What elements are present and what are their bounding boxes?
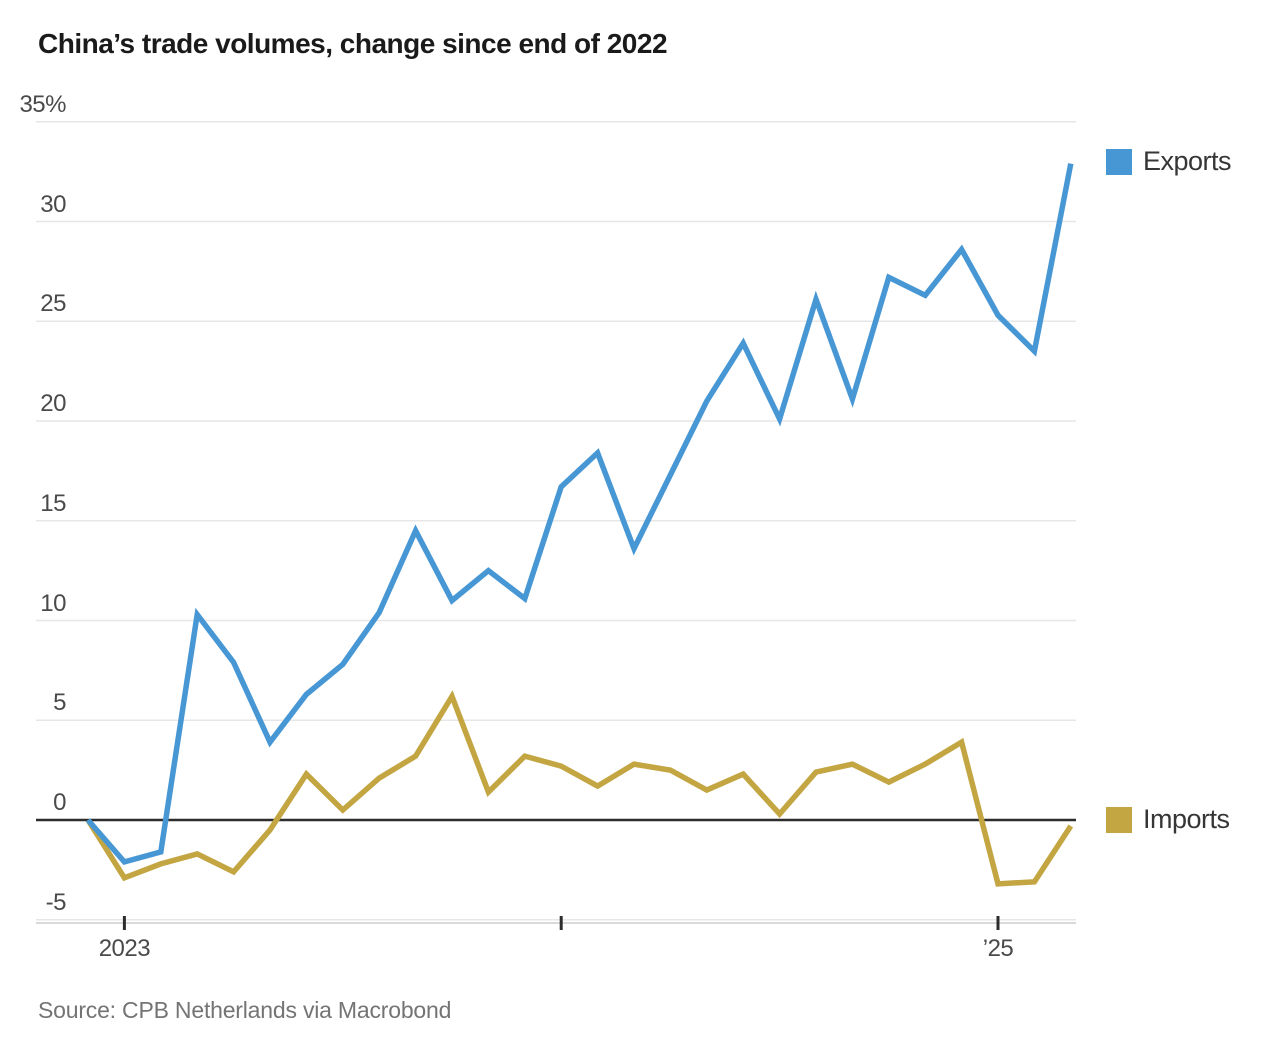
legend-item-exports: Exports	[1106, 146, 1232, 177]
y-axis-label: 15	[40, 489, 66, 517]
legend-item-imports: Imports	[1106, 804, 1230, 835]
x-axis-label: 2023	[98, 935, 151, 962]
x-axis-label: ’25	[982, 935, 1014, 962]
y-axis-label: 10	[40, 589, 66, 617]
y-axis-label: 5	[53, 689, 66, 717]
y-axis-label: 20	[40, 390, 66, 417]
chart-title: China’s trade volumes, change since end …	[38, 28, 668, 59]
y-axis-label: 35%	[19, 90, 66, 118]
legend-exports-label: Exports	[1143, 146, 1232, 176]
imports-color-swatch	[1106, 806, 1132, 833]
legend-imports-label: Imports	[1143, 804, 1230, 834]
y-axis-label: 25	[40, 290, 66, 318]
y-axis-label: 30	[40, 190, 66, 218]
exports-line	[85, 163, 1074, 866]
y-axis-label: 0	[53, 789, 66, 816]
exports-color-swatch	[1106, 148, 1132, 175]
source-text: Source: CPB Netherlands via Macrobond	[38, 997, 452, 1023]
imports-line	[85, 690, 1074, 887]
y-axis-label: -5	[45, 888, 67, 916]
